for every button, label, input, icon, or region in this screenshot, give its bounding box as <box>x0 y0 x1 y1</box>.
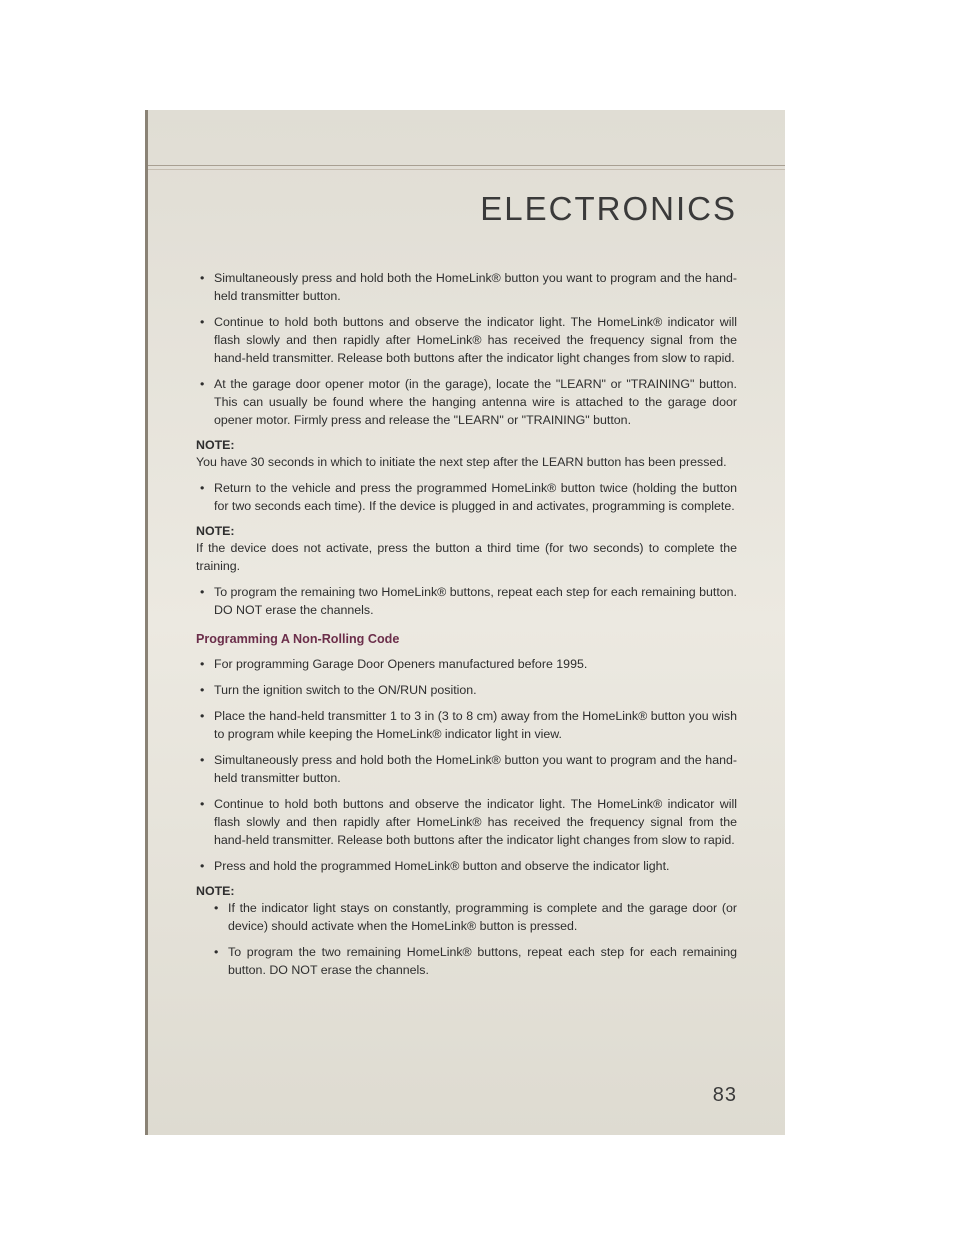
bullet-list: For programming Garage Door Openers manu… <box>196 656 737 876</box>
bullet-list: To program the remaining two HomeLink® b… <box>196 584 737 620</box>
list-item: Place the hand-held transmitter 1 to 3 i… <box>214 708 737 744</box>
document-page: ELECTRONICS Simultaneously press and hol… <box>145 110 785 1135</box>
list-item: To program the remaining two HomeLink® b… <box>214 584 737 620</box>
section-title: ELECTRONICS <box>196 190 737 228</box>
list-item: Turn the ignition switch to the ON/RUN p… <box>214 682 737 700</box>
list-item: To program the two remaining HomeLink® b… <box>228 944 737 980</box>
list-item: Continue to hold both buttons and observ… <box>214 314 737 368</box>
list-item: For programming Garage Door Openers manu… <box>214 656 737 674</box>
list-item: At the garage door opener motor (in the … <box>214 376 737 430</box>
header-rule-2 <box>148 169 785 170</box>
note-label: NOTE: <box>196 438 737 452</box>
page-number: 83 <box>713 1084 737 1107</box>
list-item: Continue to hold both buttons and observ… <box>214 796 737 850</box>
note-text: If the device does not activate, press t… <box>196 540 737 576</box>
note-text: You have 30 seconds in which to initiate… <box>196 454 737 472</box>
list-item: Return to the vehicle and press the prog… <box>214 480 737 516</box>
note-label: NOTE: <box>196 524 737 538</box>
bullet-list: If the indicator light stays on constant… <box>196 900 737 980</box>
list-item: Press and hold the programmed HomeLink® … <box>214 858 737 876</box>
body-content: Simultaneously press and hold both the H… <box>196 270 737 980</box>
bullet-list: Return to the vehicle and press the prog… <box>196 480 737 516</box>
subheading: Programming A Non-Rolling Code <box>196 632 737 646</box>
list-item: Simultaneously press and hold both the H… <box>214 270 737 306</box>
note-label: NOTE: <box>196 884 737 898</box>
header-rule-1 <box>148 165 785 166</box>
bullet-list: Simultaneously press and hold both the H… <box>196 270 737 430</box>
list-item: If the indicator light stays on constant… <box>228 900 737 936</box>
list-item: Simultaneously press and hold both the H… <box>214 752 737 788</box>
